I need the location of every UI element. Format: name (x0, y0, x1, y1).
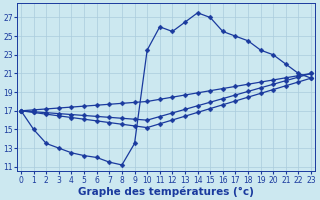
X-axis label: Graphe des températures (°c): Graphe des températures (°c) (78, 186, 254, 197)
